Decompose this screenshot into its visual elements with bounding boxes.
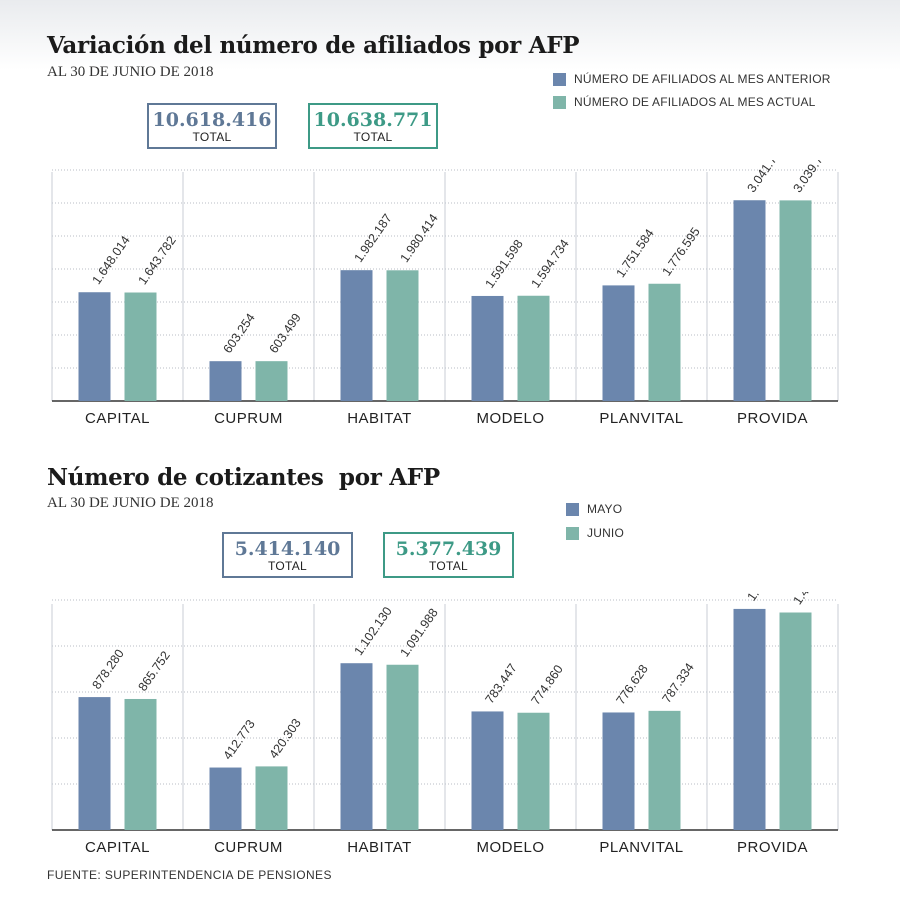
bar-value-label: 603.499 (266, 311, 303, 356)
chart1-legend-previous: NÚMERO DE AFILIADOS AL MES ANTERIOR (553, 72, 831, 86)
bar-value-label: 3.039.747 (790, 160, 833, 195)
chart2-subtitle: AL 30 DE JUNIO DE 2018 (47, 495, 214, 511)
chart2-legend-june: JUNIO (566, 526, 624, 540)
bar-value-label: 878.280 (89, 647, 126, 692)
bar-value-label: 1.751.584 (613, 226, 656, 280)
legend-swatch-current (553, 95, 566, 109)
x-tick-label: MODELO (476, 410, 544, 427)
total-label: TOTAL (267, 559, 308, 573)
chart2-plot: 878.280 865.752 CAPITAL 412.773 420.303 CUPRU… (51, 592, 839, 856)
bar-modelo-previous (471, 711, 504, 830)
legend-label-current: NÚMERO DE AFILIADOS AL MES ACTUAL (574, 95, 816, 109)
bar-habitat-previous (340, 270, 373, 401)
bar-value-label: 1.643.782 (135, 234, 178, 288)
bar-planvital-previous (602, 712, 635, 830)
bar-provida-previous (733, 608, 766, 830)
total-value: 10.638.771 (313, 109, 433, 131)
chart2-legend-may: MAYO (566, 502, 622, 516)
chart1-legend-current: NÚMERO DE AFILIADOS AL MES ACTUAL (553, 95, 816, 109)
bar-planvital-current (648, 283, 681, 401)
bar-cuprum-current (255, 766, 288, 830)
bar-value-label: 603.254 (220, 311, 257, 356)
bar-value-label: 420.303 (266, 716, 303, 761)
legend-swatch-previous (553, 72, 566, 86)
x-tick-label: CUPRUM (214, 410, 283, 427)
bar-cuprum-current (255, 361, 288, 401)
bar-habitat-current (386, 270, 419, 401)
bar-value-label: 787.334 (659, 660, 696, 705)
legend-swatch-june (566, 526, 579, 540)
chart2-title: Número de cotizantes por AFP (47, 464, 440, 491)
bar-capital-previous (78, 697, 111, 830)
bar-value-label: 774.860 (528, 662, 565, 707)
chart1-total-previous: 10.618.416 TOTAL (147, 103, 277, 149)
legend-label-june: JUNIO (587, 526, 624, 540)
total-label: TOTAL (353, 130, 393, 144)
bar-value-label: 1.982.187 (351, 211, 394, 265)
x-tick-label: HABITAT (347, 839, 412, 856)
bar-value-label: 1.102.130 (351, 604, 394, 658)
total-value: 10.618.416 (152, 109, 272, 131)
total-label: TOTAL (428, 559, 469, 573)
bar-value-label: 1.437.202 (790, 592, 833, 607)
bar-modelo-current (517, 712, 550, 830)
legend-label-may: MAYO (587, 502, 623, 516)
bar-provida-current (779, 612, 812, 830)
bar-value-label: 1.594.734 (528, 237, 571, 291)
chart2-total-june: 5.377.439 TOTAL (383, 532, 514, 578)
bar-modelo-current (517, 295, 550, 401)
bar-capital-current (124, 292, 157, 401)
x-tick-label: MODELO (476, 839, 544, 856)
x-tick-label: CAPITAL (85, 410, 150, 427)
bar-value-label: 3.041.779 (744, 160, 787, 195)
x-tick-label: PLANVITAL (599, 410, 683, 427)
bar-capital-previous (78, 292, 111, 401)
chart1-total-current: 10.638.771 TOTAL (308, 103, 438, 149)
x-tick-label: CUPRUM (214, 839, 283, 856)
bar-value-label: 1.980.414 (397, 211, 440, 265)
x-tick-label: CAPITAL (85, 839, 150, 856)
chart2-total-may: 5.414.140 TOTAL (222, 532, 353, 578)
bar-modelo-previous (471, 295, 504, 401)
bar-value-label: 865.752 (135, 649, 172, 694)
source-note: FUENTE: SUPERINTENDENCIA DE PENSIONES (47, 868, 332, 882)
bar-habitat-previous (340, 663, 373, 830)
bar-value-label: 1.776.595 (659, 225, 702, 279)
x-tick-label: PROVIDA (737, 839, 808, 856)
x-tick-label: PROVIDA (737, 410, 808, 427)
bar-value-label: 783.447 (482, 661, 519, 706)
bar-value-label: 1.648.014 (89, 233, 132, 287)
bar-cuprum-previous (209, 767, 242, 830)
x-tick-label: PLANVITAL (599, 839, 683, 856)
bar-capital-current (124, 698, 157, 830)
bar-value-label: 412.773 (220, 717, 257, 762)
total-value: 5.414.140 (234, 538, 341, 560)
bar-provida-current (779, 200, 812, 401)
legend-label-previous: NÚMERO DE AFILIADOS AL MES ANTERIOR (574, 72, 831, 86)
bar-value-label: 1.460.882 (744, 592, 787, 604)
bar-planvital-current (648, 710, 681, 830)
chart1-subtitle: AL 30 DE JUNIO DE 2018 (47, 64, 214, 80)
bar-habitat-current (386, 664, 419, 830)
chart1-plot: 1.648.014 1.643.782 CAPITAL 603.254 603.499 C… (51, 160, 839, 427)
bar-value-label: 776.628 (613, 662, 650, 707)
bar-cuprum-previous (209, 361, 242, 401)
legend-swatch-may (566, 502, 579, 516)
bar-provida-previous (733, 200, 766, 401)
bar-value-label: 1.091.988 (397, 606, 440, 660)
chart1-title: Variación del número de afiliados por AF… (47, 32, 580, 59)
x-tick-label: HABITAT (347, 410, 412, 427)
bar-planvital-previous (602, 285, 635, 401)
total-value: 5.377.439 (395, 538, 502, 560)
total-label: TOTAL (192, 130, 232, 144)
bar-value-label: 1.591.598 (482, 237, 525, 291)
